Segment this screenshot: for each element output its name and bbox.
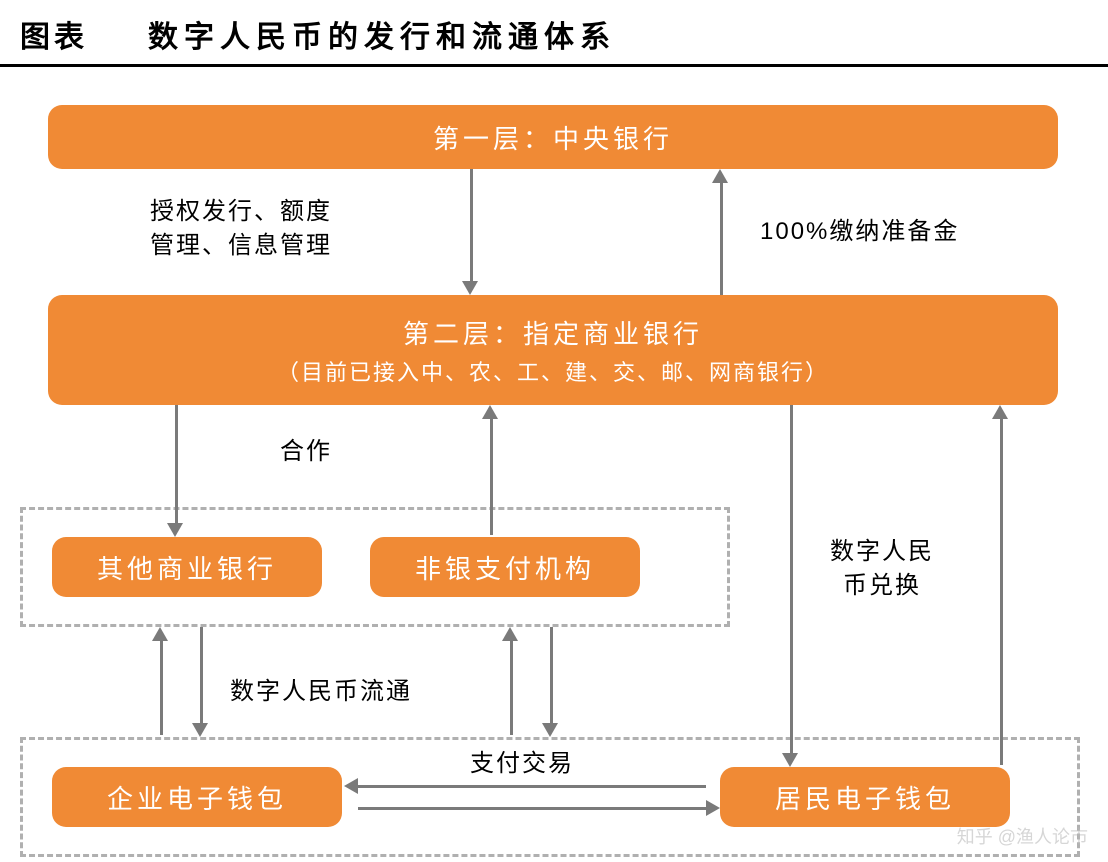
arrow-line	[470, 169, 473, 281]
node-layer2: 第二层：指定商业银行 （目前已接入中、农、工、建、交、邮、网商银行）	[48, 295, 1058, 405]
header: 图表 数字人民币的发行和流通体系	[0, 0, 1108, 67]
arrow-up-icon	[152, 627, 168, 641]
node-corp-wallet: 企业电子钱包	[52, 767, 342, 827]
arrow-up-icon	[712, 169, 728, 183]
arrow-line	[175, 405, 178, 525]
arrow-line	[720, 181, 723, 295]
header-title: 数字人民币的发行和流通体系	[148, 12, 616, 56]
arrow-up-icon	[502, 627, 518, 641]
node-other-bank-text: 其他商业银行	[97, 549, 277, 586]
edge-label-payment: 支付交易	[470, 747, 574, 781]
arrow-line	[490, 417, 493, 535]
node-nonbank-text: 非银支付机构	[415, 549, 595, 586]
arrow-line	[790, 405, 793, 753]
node-layer2-sub: （目前已接入中、农、工、建、交、邮、网商银行）	[277, 355, 829, 387]
arrow-line	[1000, 417, 1003, 765]
node-resident-wallet-text: 居民电子钱包	[775, 779, 955, 816]
arrow-line	[510, 639, 513, 735]
node-other-bank: 其他商业银行	[52, 537, 322, 597]
arrow-line	[358, 807, 706, 810]
arrow-down-icon	[192, 723, 208, 737]
header-label: 图表	[20, 12, 88, 56]
arrow-line	[358, 785, 706, 788]
arrow-line	[160, 639, 163, 735]
arrow-up-icon	[992, 405, 1008, 419]
arrow-up-icon	[482, 405, 498, 419]
diagram-canvas: 第一层：中央银行 第二层：指定商业银行 （目前已接入中、农、工、建、交、邮、网商…	[0, 67, 1108, 857]
arrow-down-icon	[782, 753, 798, 767]
node-resident-wallet: 居民电子钱包	[720, 767, 1010, 827]
watermark: 知乎 @渔人论市	[957, 823, 1088, 849]
arrow-down-icon	[462, 281, 478, 295]
edge-label-reserve: 100%缴纳准备金	[760, 215, 959, 249]
node-layer1-text: 第一层：中央银行	[433, 119, 673, 156]
edge-label-exchange: 数字人民币兑换	[830, 535, 934, 602]
edge-label-auth: 授权发行、额度管理、信息管理	[150, 195, 332, 262]
arrow-down-icon	[167, 523, 183, 537]
arrow-left-icon	[344, 778, 358, 794]
edge-label-circulate: 数字人民币流通	[230, 675, 412, 709]
arrow-down-icon	[542, 723, 558, 737]
node-layer2-text: 第二层：指定商业银行	[403, 314, 703, 351]
node-corp-wallet-text: 企业电子钱包	[107, 779, 287, 816]
arrow-line	[200, 627, 203, 723]
arrow-right-icon	[706, 800, 720, 816]
node-layer1: 第一层：中央银行	[48, 105, 1058, 169]
arrow-line	[550, 627, 553, 723]
node-nonbank: 非银支付机构	[370, 537, 640, 597]
edge-label-cooperate: 合作	[280, 435, 332, 469]
